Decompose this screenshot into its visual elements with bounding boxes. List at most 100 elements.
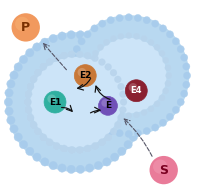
Circle shape <box>105 64 112 70</box>
Circle shape <box>40 64 47 70</box>
Circle shape <box>166 31 174 38</box>
Circle shape <box>92 55 98 62</box>
Circle shape <box>14 63 22 71</box>
Circle shape <box>76 51 83 58</box>
Circle shape <box>118 33 124 40</box>
Circle shape <box>49 161 57 170</box>
Circle shape <box>61 52 68 59</box>
Circle shape <box>120 107 126 113</box>
Circle shape <box>143 17 150 24</box>
Circle shape <box>116 14 123 22</box>
Circle shape <box>134 112 139 118</box>
Circle shape <box>103 158 111 166</box>
Circle shape <box>73 98 80 106</box>
Circle shape <box>68 15 189 136</box>
Circle shape <box>98 59 105 66</box>
Circle shape <box>125 14 132 21</box>
Circle shape <box>154 101 160 107</box>
Circle shape <box>31 57 121 147</box>
Circle shape <box>69 51 75 58</box>
Circle shape <box>58 32 66 40</box>
Circle shape <box>14 133 22 141</box>
Circle shape <box>61 145 68 152</box>
Circle shape <box>30 121 37 128</box>
Circle shape <box>98 139 105 145</box>
Circle shape <box>41 158 49 166</box>
Circle shape <box>159 25 167 32</box>
Circle shape <box>85 32 94 40</box>
Circle shape <box>92 142 98 149</box>
Circle shape <box>53 55 60 62</box>
Circle shape <box>105 134 112 141</box>
Circle shape <box>27 83 34 90</box>
Circle shape <box>25 91 32 98</box>
Circle shape <box>76 31 85 39</box>
Circle shape <box>78 68 86 77</box>
Circle shape <box>98 44 104 50</box>
Circle shape <box>139 98 147 106</box>
Circle shape <box>69 146 75 153</box>
Circle shape <box>10 71 18 79</box>
Circle shape <box>26 49 34 57</box>
Circle shape <box>44 91 66 113</box>
Circle shape <box>134 125 142 133</box>
Circle shape <box>25 107 32 113</box>
Circle shape <box>41 38 49 46</box>
Circle shape <box>99 20 106 27</box>
Circle shape <box>183 72 191 79</box>
Circle shape <box>47 94 56 103</box>
Circle shape <box>25 99 32 105</box>
Circle shape <box>46 139 53 145</box>
Circle shape <box>129 83 137 92</box>
Circle shape <box>98 101 104 107</box>
Circle shape <box>30 76 37 83</box>
Circle shape <box>61 52 68 59</box>
Circle shape <box>118 49 126 57</box>
Circle shape <box>124 55 132 64</box>
Circle shape <box>105 134 112 141</box>
Circle shape <box>134 14 141 22</box>
Circle shape <box>53 142 60 149</box>
Text: E2: E2 <box>79 71 91 80</box>
Circle shape <box>84 145 91 152</box>
Circle shape <box>12 13 40 42</box>
Circle shape <box>125 80 147 102</box>
Circle shape <box>26 147 34 156</box>
Circle shape <box>86 65 93 71</box>
Circle shape <box>111 43 119 51</box>
Circle shape <box>84 145 91 152</box>
Circle shape <box>118 83 124 90</box>
Circle shape <box>114 76 121 83</box>
Circle shape <box>93 50 98 57</box>
Circle shape <box>30 121 37 128</box>
Circle shape <box>27 114 34 121</box>
Circle shape <box>7 80 15 88</box>
Circle shape <box>46 59 53 66</box>
Circle shape <box>40 134 47 141</box>
Circle shape <box>84 31 91 38</box>
Circle shape <box>163 88 169 94</box>
Circle shape <box>27 83 34 90</box>
Circle shape <box>105 64 112 70</box>
Circle shape <box>143 127 150 135</box>
Circle shape <box>70 54 77 61</box>
Circle shape <box>67 165 75 174</box>
Circle shape <box>33 43 41 51</box>
Circle shape <box>19 55 28 64</box>
Circle shape <box>35 69 42 76</box>
Circle shape <box>172 38 179 45</box>
Circle shape <box>69 51 75 58</box>
Circle shape <box>126 112 132 119</box>
Circle shape <box>49 34 57 43</box>
Circle shape <box>126 33 132 39</box>
Circle shape <box>181 54 188 61</box>
Circle shape <box>118 112 124 118</box>
Circle shape <box>118 114 124 121</box>
Circle shape <box>15 17 29 31</box>
Circle shape <box>166 113 174 120</box>
Circle shape <box>114 121 121 128</box>
Circle shape <box>98 96 117 115</box>
Circle shape <box>67 72 74 79</box>
Circle shape <box>137 80 145 88</box>
Circle shape <box>118 147 126 156</box>
